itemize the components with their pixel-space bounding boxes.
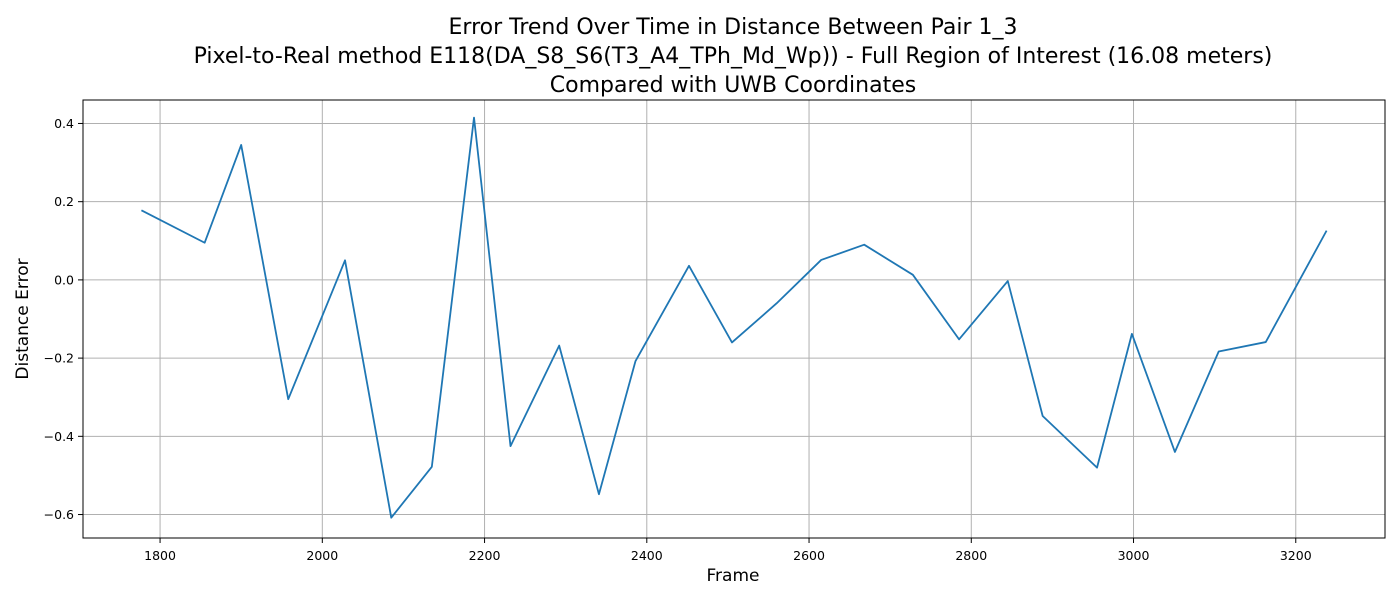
plot-frame xyxy=(82,99,1386,539)
x-tick-label: 2400 xyxy=(631,548,663,563)
x-tick-label: 2000 xyxy=(306,548,338,563)
chart-title-line: Compared with UWB Coordinates xyxy=(550,73,916,98)
chart-title-line: Error Trend Over Time in Distance Betwee… xyxy=(449,15,1018,40)
y-tick-label: −0.2 xyxy=(44,351,74,366)
x-tick-label: 2200 xyxy=(469,548,501,563)
chart-title-line: Pixel-to-Real method E118(DA_S8_S6(T3_A4… xyxy=(194,44,1273,69)
y-axis-label: Distance Error xyxy=(13,258,33,379)
x-tick-label: 3200 xyxy=(1280,548,1312,563)
x-tick-label: 3000 xyxy=(1118,548,1150,563)
y-tick-label: −0.4 xyxy=(44,429,74,444)
tick-layer: 1800 2000 2200 2400 2600 2800 3000 3200 0.4 0.2 0.… xyxy=(44,116,1312,563)
y-tick-label: 0.2 xyxy=(54,194,74,209)
series-line xyxy=(140,116,1328,519)
y-tick-label: −0.6 xyxy=(44,507,74,522)
grid-lines xyxy=(83,100,1385,538)
plot-area xyxy=(83,100,1385,538)
x-tick-label: 2800 xyxy=(955,548,987,563)
x-tick-label: 1800 xyxy=(144,548,176,563)
y-tick-label: 0.4 xyxy=(54,116,74,131)
y-tick-label: 0.0 xyxy=(54,272,74,287)
chart-title: Error Trend Over Time in Distance Betwee… xyxy=(194,15,1273,98)
x-axis-label: Frame xyxy=(707,566,760,586)
x-tick-label: 2600 xyxy=(793,548,825,563)
series-layer xyxy=(140,116,1328,519)
